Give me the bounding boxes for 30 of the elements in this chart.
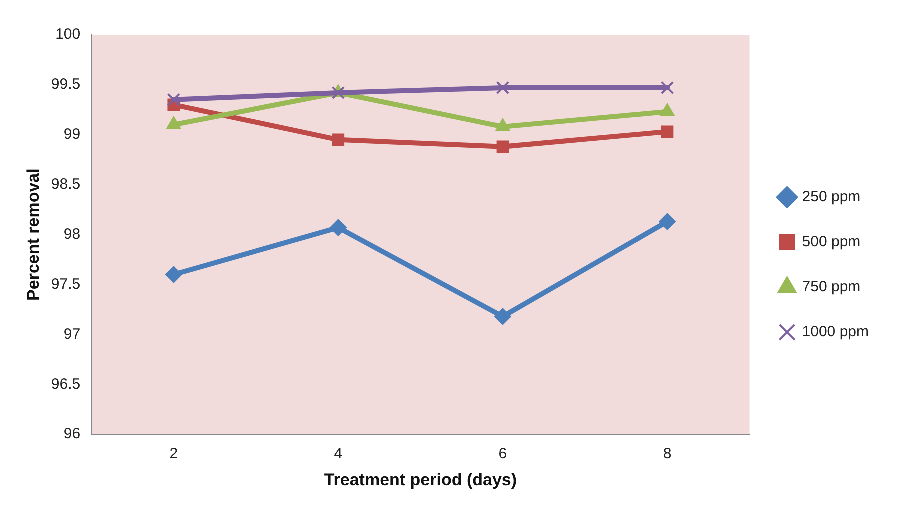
y-tick-label: 96.5 xyxy=(51,376,81,393)
y-tick-label: 97 xyxy=(64,326,81,343)
point xyxy=(496,81,510,95)
x-tick-label: 6 xyxy=(498,446,508,463)
point xyxy=(332,134,345,146)
x-tick-label: 2 xyxy=(170,446,178,463)
legend-label: 250 ppm xyxy=(802,188,861,206)
x-axis-title: Treatment period (days) xyxy=(324,470,518,490)
point xyxy=(661,126,674,138)
y-tick-label: 99.5 xyxy=(51,76,81,94)
x-tick-label: 8 xyxy=(663,446,672,463)
y-tick-label: 98 xyxy=(64,226,81,243)
y-tick-label: 97.5 xyxy=(51,276,81,293)
point xyxy=(165,266,182,284)
legend-label: 500 ppm xyxy=(802,234,861,251)
point xyxy=(660,81,674,95)
x-tick-label: 4 xyxy=(334,446,343,463)
y-tick-label: 96 xyxy=(64,426,81,443)
y-tick-label: 100 xyxy=(56,26,81,44)
point xyxy=(659,213,676,230)
point xyxy=(332,86,346,100)
y-tick-label: 98.5 xyxy=(51,176,81,193)
point xyxy=(330,219,347,236)
point xyxy=(496,140,510,154)
y-axis-title: Percent removal xyxy=(24,168,43,301)
point xyxy=(167,93,181,107)
legend-label: 1000 ppm xyxy=(802,324,869,341)
legend-label: 750 ppm xyxy=(802,278,861,296)
y-tick-label: 99 xyxy=(64,126,81,144)
point xyxy=(494,308,512,326)
